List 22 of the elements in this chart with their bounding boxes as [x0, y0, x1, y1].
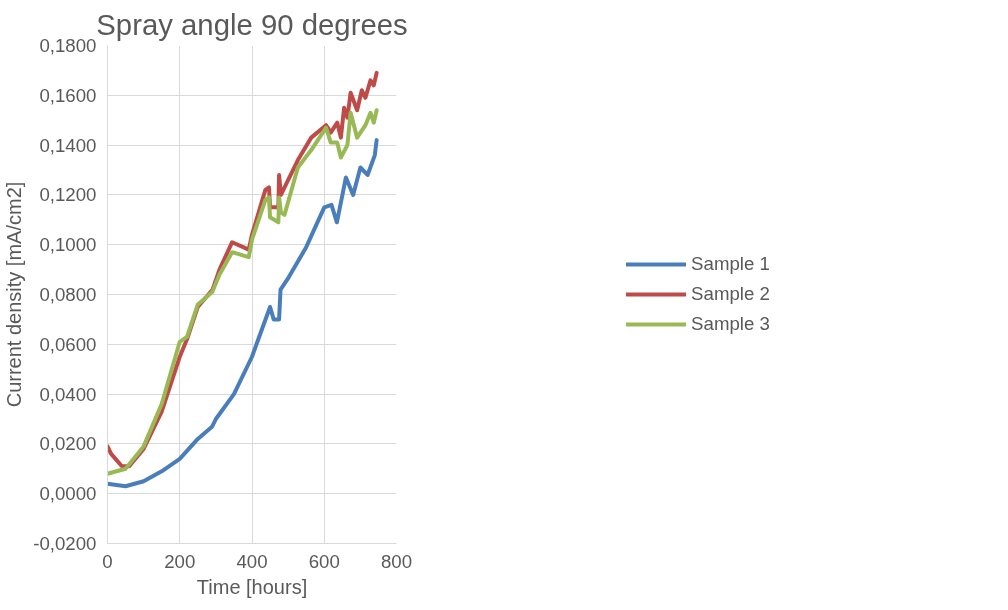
- chart-title: Spray angle 90 degrees: [96, 7, 408, 41]
- y-tick-label: 0,0400: [39, 383, 97, 405]
- x-tick-label: 800: [380, 550, 413, 572]
- y-axis-title: Current density [mA/cm2]: [3, 181, 26, 408]
- y-tick-label: 0,1000: [39, 234, 97, 256]
- y-tick-label: -0,0200: [33, 533, 97, 554]
- y-tick-label: 0,1600: [39, 84, 97, 106]
- x-axis-title: Time [hours]: [196, 575, 308, 598]
- legend-label: Sample 3: [691, 313, 770, 335]
- y-tick-label: 0,0600: [39, 333, 97, 355]
- x-tick-label: 200: [164, 550, 196, 572]
- legend-label: Sample 2: [691, 283, 770, 305]
- legend-label: Sample 1: [691, 253, 770, 275]
- y-tick-label: 0,0000: [39, 483, 97, 505]
- y-tick-label: 0,0200: [39, 433, 97, 455]
- y-tick-label: 0,1400: [39, 134, 97, 156]
- y-tick-label: 0,1800: [39, 35, 97, 56]
- x-tick-label: 600: [308, 550, 340, 572]
- y-tick-label: 0,0800: [39, 284, 97, 305]
- x-tick-label: 400: [236, 550, 268, 572]
- x-tick-label: 0: [102, 550, 113, 572]
- y-tick-label: 0,1200: [39, 184, 97, 206]
